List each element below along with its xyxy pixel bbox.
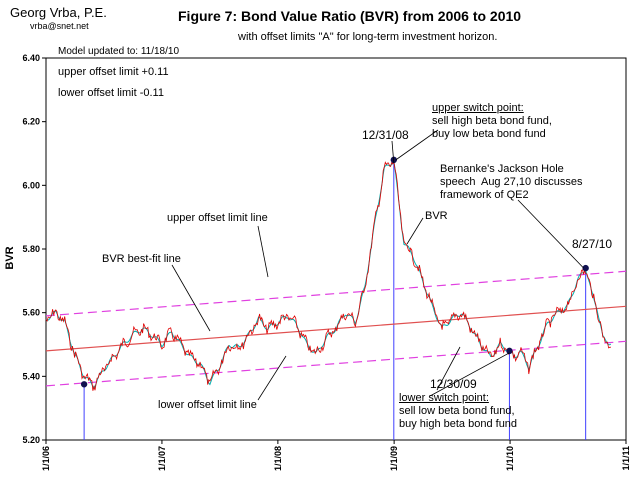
y-tick-label: 5.60 xyxy=(22,308,40,318)
upper-offset-line-label: upper offset limit line xyxy=(167,212,268,224)
annotation-leader xyxy=(395,129,439,161)
axis-labels: 5.20 5.40 5.60 5.80 6.00 6.20 6.40 1/1/06 1/1/07… xyxy=(22,53,631,471)
annotation-leader xyxy=(517,199,584,269)
switch-points-layer xyxy=(80,156,589,388)
lower-switch-text: sell low beta bond fund, buy high beta b… xyxy=(399,405,518,430)
bernanke-note: Bernanke's Jackson Hole speech Aug 27,10… xyxy=(440,163,583,201)
annotation-leader xyxy=(257,355,287,401)
y-tick-label: 6.00 xyxy=(22,180,40,190)
lower-offset-line-label: lower offset limit line xyxy=(158,399,257,411)
date-label-12-31-08: 12/31/08 xyxy=(362,128,409,142)
x-tick-label: 1/1/07 xyxy=(157,446,167,471)
bvr-series-label: BVR xyxy=(425,210,448,222)
switch-point xyxy=(582,264,589,272)
author-name: Georg Vrba, P.E. xyxy=(10,5,107,20)
annotation-pointers xyxy=(171,129,584,401)
date-label-12-30-09: 12/30/09 xyxy=(430,377,477,391)
annotation-leader xyxy=(436,346,461,391)
y-tick-label: 6.20 xyxy=(22,117,40,127)
upper-switch-text: sell high beta bond fund, buy low beta b… xyxy=(432,115,552,140)
bvr-line xyxy=(45,160,611,391)
upper-switch-title: upper switch point: xyxy=(432,102,524,114)
y-tick-label: 5.80 xyxy=(22,244,40,254)
upper-offset-limit-value: upper offset limit +0.11 xyxy=(58,66,169,78)
x-tick-label: 1/1/09 xyxy=(389,446,399,471)
bvr-smoothed-line xyxy=(45,158,612,390)
annotation-leader xyxy=(429,352,510,397)
series-layer xyxy=(45,158,612,391)
offset-limit-line xyxy=(45,270,627,317)
annotation-leader xyxy=(257,225,269,278)
guide-lines xyxy=(45,159,627,440)
y-tick-label: 5.40 xyxy=(22,371,40,381)
switch-point xyxy=(80,381,88,388)
annotation-leader xyxy=(406,217,424,245)
lower-offset-limit-value: lower offset limit -0.11 xyxy=(58,87,164,99)
x-tick-label: 1/1/10 xyxy=(505,446,515,471)
date-label-8-27-10: 8/27/10 xyxy=(572,237,613,251)
lower-switch-title: lower switch point: xyxy=(399,392,489,404)
y-tick-label: 6.40 xyxy=(22,53,40,63)
annotation-leader xyxy=(171,264,211,332)
switch-point xyxy=(506,347,513,355)
y-axis-label: BVR xyxy=(4,246,16,269)
chart-title: Figure 7: Bond Value Ratio (BVR) from 20… xyxy=(178,8,522,24)
offset-limit-line xyxy=(45,340,627,387)
x-tick-label: 1/1/11 xyxy=(621,446,631,471)
x-tick-label: 1/1/06 xyxy=(41,446,51,471)
chart-subtitle: with offset limits "A" for long-term inv… xyxy=(238,31,498,43)
bestfit-line-label: BVR best-fit line xyxy=(102,253,181,265)
author-email: vrba@snet.net xyxy=(30,21,89,31)
annotation-leader xyxy=(391,140,395,164)
y-tick-label: 5.20 xyxy=(22,435,40,445)
model-updated: Model updated to: 11/18/10 xyxy=(58,46,180,57)
x-tick-label: 1/1/08 xyxy=(273,446,283,471)
axis-ticks xyxy=(42,57,627,444)
